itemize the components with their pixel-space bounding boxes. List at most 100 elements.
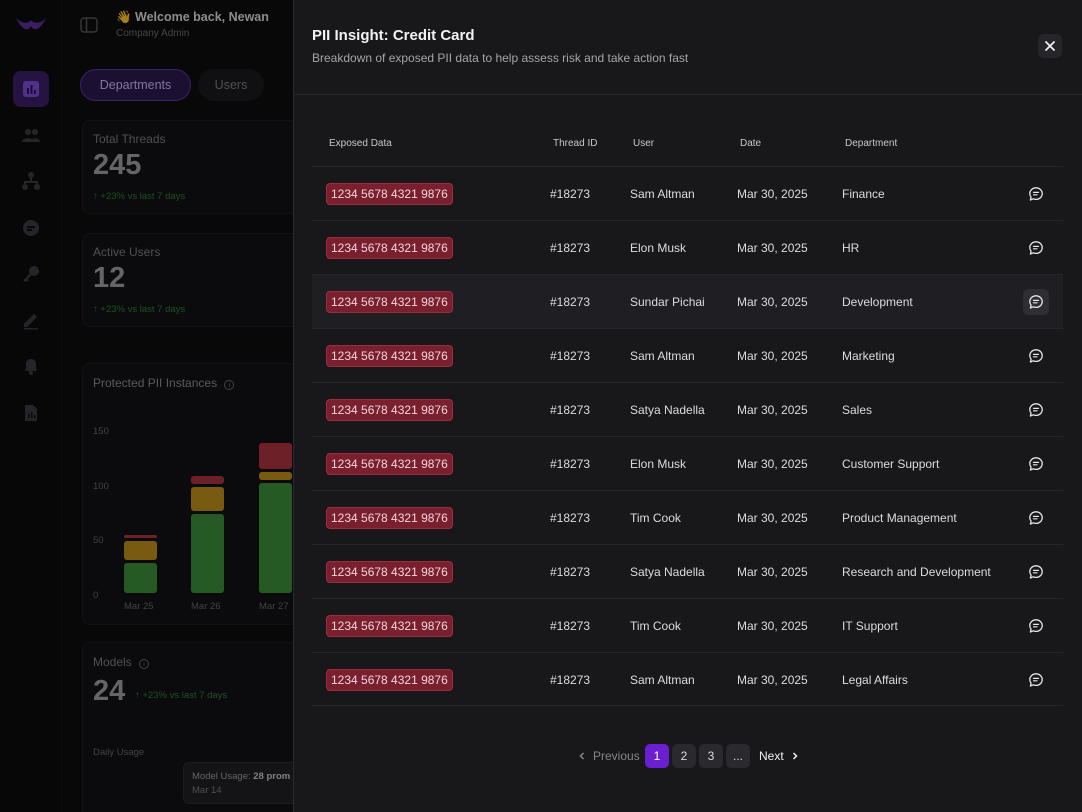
thread-id-cell[interactable]: #18273 bbox=[550, 241, 591, 255]
table-row[interactable]: 1234 5678 4321 9876 #18273 Sam Altman Mar 3… bbox=[312, 166, 1063, 220]
col-thread-id[interactable]: Thread ID bbox=[553, 138, 598, 149]
col-department[interactable]: Department bbox=[845, 138, 898, 149]
chart-bar-segment[interactable] bbox=[124, 534, 157, 539]
daily-usage-label: Daily Usage bbox=[93, 747, 145, 758]
chart-bar-segment[interactable] bbox=[191, 475, 224, 484]
table-row[interactable]: 1234 5678 4321 9876 #18273 Satya Nadella Ma… bbox=[312, 382, 1063, 436]
pagination: Previous 1 2 3 ... Next bbox=[294, 744, 1082, 768]
open-thread-button[interactable] bbox=[1023, 559, 1049, 585]
thread-id-cell[interactable]: #18273 bbox=[550, 565, 591, 579]
page-2-button[interactable]: 2 bbox=[672, 744, 696, 768]
table-row[interactable]: 1234 5678 4321 9876 #18273 Elon Musk Mar 30… bbox=[312, 436, 1063, 490]
user-cell: Tim Cook bbox=[630, 511, 681, 525]
open-thread-button[interactable] bbox=[1023, 667, 1049, 693]
date-cell: Mar 30, 2025 bbox=[737, 565, 808, 579]
chart-bar-segment[interactable] bbox=[124, 541, 157, 561]
chart-bar-segment[interactable] bbox=[124, 563, 157, 593]
nav-org[interactable] bbox=[13, 163, 49, 199]
table-row[interactable]: 1234 5678 4321 9876 #18273 Sam Altman Mar 3… bbox=[312, 652, 1063, 706]
table-row[interactable]: 1234 5678 4321 9876 #18273 Sam Altman Mar 3… bbox=[312, 328, 1063, 382]
tab-departments[interactable]: Departments bbox=[80, 69, 191, 101]
thread-id-cell[interactable]: #18273 bbox=[550, 295, 591, 309]
open-thread-button[interactable] bbox=[1023, 289, 1049, 315]
open-thread-button[interactable] bbox=[1023, 451, 1049, 477]
x-tick-label: Mar 26 bbox=[191, 601, 221, 612]
open-thread-button[interactable] bbox=[1023, 235, 1049, 261]
brand-logo-icon bbox=[16, 18, 46, 30]
open-thread-button[interactable] bbox=[1023, 343, 1049, 369]
col-date[interactable]: Date bbox=[740, 138, 762, 149]
exposed-data-badge: 1234 5678 4321 9876 bbox=[326, 183, 453, 205]
user-cell: Elon Musk bbox=[630, 241, 687, 255]
table-row[interactable]: 1234 5678 4321 9876 #18273 Sundar Pichai Ma… bbox=[312, 274, 1063, 328]
key-icon bbox=[23, 266, 39, 282]
y-tick-label: 50 bbox=[93, 535, 104, 547]
models-label: Models i bbox=[93, 655, 150, 669]
date-cell: Mar 30, 2025 bbox=[737, 673, 808, 687]
thread-id-cell[interactable]: #18273 bbox=[550, 187, 591, 201]
total-threads-value: 245 bbox=[93, 149, 142, 181]
chart-bar-segment[interactable] bbox=[259, 483, 292, 593]
date-cell: Mar 30, 2025 bbox=[737, 619, 808, 633]
table-row[interactable]: 1234 5678 4321 9876 #18273 Tim Cook Mar 30,… bbox=[312, 598, 1063, 652]
total-threads-label: Total Threads bbox=[93, 132, 166, 146]
welcome-message: 👋 Welcome back, Newan bbox=[116, 10, 269, 24]
previous-page-button[interactable]: Previous bbox=[577, 744, 640, 768]
department-cell: Research and Development bbox=[842, 565, 991, 579]
x-tick-label: Mar 25 bbox=[124, 601, 154, 612]
info-icon[interactable]: i bbox=[224, 380, 235, 390]
message-icon bbox=[1029, 673, 1043, 687]
page-1-button[interactable]: 1 bbox=[645, 744, 669, 768]
message-icon bbox=[1029, 565, 1043, 579]
table-row[interactable]: 1234 5678 4321 9876 #18273 Elon Musk Mar 30… bbox=[312, 220, 1063, 274]
nav-rail bbox=[0, 0, 62, 812]
tab-users[interactable]: Users bbox=[198, 69, 264, 101]
col-user[interactable]: User bbox=[633, 138, 655, 149]
thread-id-cell[interactable]: #18273 bbox=[550, 619, 591, 633]
chart-bar-segment[interactable] bbox=[191, 486, 224, 511]
table-row[interactable]: 1234 5678 4321 9876 #18273 Satya Nadella Ma… bbox=[312, 544, 1063, 598]
thread-id-cell[interactable]: #18273 bbox=[550, 349, 591, 363]
next-label: Next bbox=[759, 749, 784, 763]
exposed-data-cell: 1234 5678 4321 9876 bbox=[326, 167, 453, 221]
thread-id-cell[interactable]: #18273 bbox=[550, 511, 591, 525]
thread-id-cell[interactable]: #18273 bbox=[550, 673, 591, 687]
open-thread-button[interactable] bbox=[1023, 397, 1049, 423]
nav-reports[interactable] bbox=[13, 395, 49, 431]
chart-bar-segment[interactable] bbox=[259, 472, 292, 481]
message-icon bbox=[1029, 241, 1043, 255]
open-thread-button[interactable] bbox=[1023, 181, 1049, 207]
pii-table: 1234 5678 4321 9876 #18273 Sam Altman Mar 3… bbox=[312, 166, 1063, 706]
nav-notifications[interactable] bbox=[13, 348, 49, 384]
chart-bar-segment[interactable] bbox=[191, 514, 224, 593]
nav-edit[interactable] bbox=[13, 302, 49, 338]
user-cell: Satya Nadella bbox=[630, 403, 705, 417]
open-thread-button[interactable] bbox=[1023, 505, 1049, 531]
table-row[interactable]: 1234 5678 4321 9876 #18273 Tim Cook Mar 30,… bbox=[312, 490, 1063, 544]
date-cell: Mar 30, 2025 bbox=[737, 403, 808, 417]
department-cell: Product Management bbox=[842, 511, 957, 525]
nav-analytics[interactable] bbox=[13, 71, 49, 107]
tooltip-label: Model Usage: bbox=[192, 771, 251, 782]
col-exposed-data[interactable]: Exposed Data bbox=[329, 138, 392, 149]
chat-bubble-icon bbox=[23, 220, 39, 236]
next-page-button[interactable]: Next bbox=[759, 744, 800, 768]
page-ellipsis[interactable]: ... bbox=[726, 744, 750, 768]
exposed-data-cell: 1234 5678 4321 9876 bbox=[326, 329, 453, 383]
message-icon bbox=[1029, 295, 1043, 309]
thread-id-cell[interactable]: #18273 bbox=[550, 403, 591, 417]
close-button[interactable] bbox=[1038, 34, 1062, 58]
nav-users[interactable] bbox=[13, 117, 49, 153]
nav-chat[interactable] bbox=[13, 210, 49, 246]
department-cell: Development bbox=[842, 295, 913, 309]
chart-bar-segment[interactable] bbox=[259, 442, 292, 470]
exposed-data-cell: 1234 5678 4321 9876 bbox=[326, 491, 453, 545]
thread-id-cell[interactable]: #18273 bbox=[550, 457, 591, 471]
models-info-icon[interactable]: i bbox=[139, 659, 150, 669]
y-tick-label: 100 bbox=[93, 480, 109, 492]
chevron-left-icon bbox=[579, 752, 585, 760]
open-thread-button[interactable] bbox=[1023, 613, 1049, 639]
page-3-button[interactable]: 3 bbox=[699, 744, 723, 768]
nav-keys[interactable] bbox=[13, 256, 49, 292]
sidebar-toggle-icon[interactable] bbox=[80, 16, 98, 34]
